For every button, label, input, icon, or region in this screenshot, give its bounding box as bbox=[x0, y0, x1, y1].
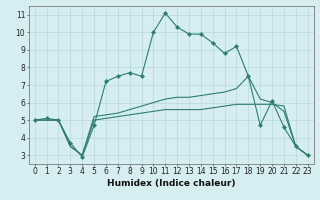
X-axis label: Humidex (Indice chaleur): Humidex (Indice chaleur) bbox=[107, 179, 236, 188]
